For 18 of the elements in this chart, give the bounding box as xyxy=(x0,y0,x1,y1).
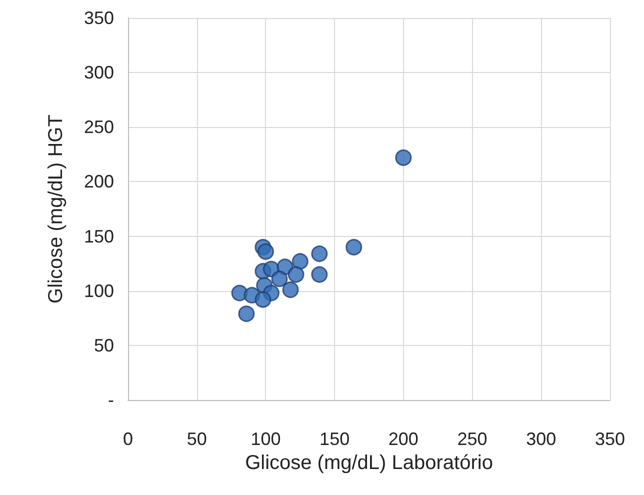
y-tick-label: 250 xyxy=(84,117,114,138)
x-tick-label: 50 xyxy=(186,429,207,449)
x-tick-label: 100 xyxy=(250,429,281,449)
x-tick-label: 300 xyxy=(526,429,556,449)
x-tick-label: 150 xyxy=(320,429,350,449)
y-tick-label: 350 xyxy=(84,8,114,28)
y-tick-label: 300 xyxy=(84,62,114,83)
y-tick-label: 150 xyxy=(84,226,114,246)
y-tick-label: 100 xyxy=(84,280,114,301)
x-tick-label: 0 xyxy=(122,429,134,449)
y-axis-title: Glicose (mg/dL) HGT xyxy=(45,114,67,304)
y-tick-label: - xyxy=(108,390,114,410)
x-tick-label: 200 xyxy=(388,429,418,449)
x-axis-title: Glicose (mg/dL) Laboratório xyxy=(245,452,493,474)
x-tick-label: 250 xyxy=(457,429,488,449)
y-tick-label: 200 xyxy=(84,172,114,192)
y-tick-label: 50 xyxy=(94,335,114,356)
x-tick-label: 350 xyxy=(594,429,626,449)
